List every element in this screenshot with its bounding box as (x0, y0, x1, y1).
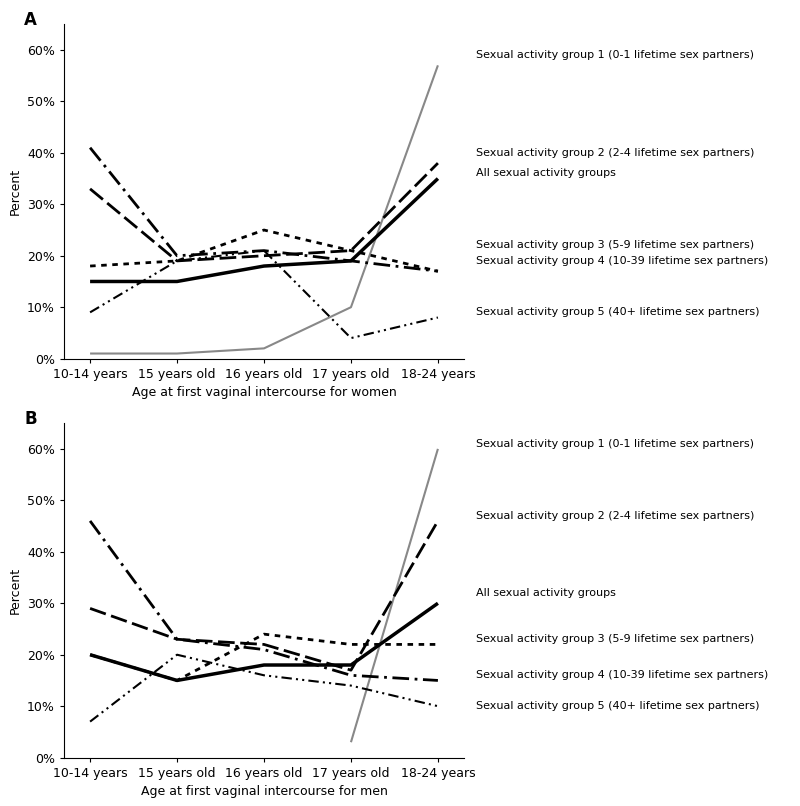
Text: All sexual activity groups: All sexual activity groups (476, 168, 616, 178)
Text: All sexual activity groups: All sexual activity groups (476, 588, 616, 598)
Text: Sexual activity group 1 (0-1 lifetime sex partners): Sexual activity group 1 (0-1 lifetime se… (476, 438, 754, 449)
Text: Sexual activity group 5 (40+ lifetime sex partners): Sexual activity group 5 (40+ lifetime se… (476, 701, 759, 711)
X-axis label: Age at first vaginal intercourse for men: Age at first vaginal intercourse for men (141, 785, 387, 798)
Text: Sexual activity group 3 (5-9 lifetime sex partners): Sexual activity group 3 (5-9 lifetime se… (476, 634, 754, 644)
Text: Sexual activity group 1 (0-1 lifetime sex partners): Sexual activity group 1 (0-1 lifetime se… (476, 50, 754, 60)
Text: A: A (24, 10, 37, 29)
Text: Sexual activity group 3 (5-9 lifetime sex partners): Sexual activity group 3 (5-9 lifetime se… (476, 240, 754, 251)
Text: Sexual activity group 4 (10-39 lifetime sex partners): Sexual activity group 4 (10-39 lifetime … (476, 256, 768, 266)
X-axis label: Age at first vaginal intercourse for women: Age at first vaginal intercourse for wom… (132, 386, 396, 399)
Text: Sexual activity group 2 (2-4 lifetime sex partners): Sexual activity group 2 (2-4 lifetime se… (476, 511, 754, 521)
Text: B: B (24, 409, 37, 428)
Y-axis label: Percent: Percent (9, 567, 22, 614)
Text: Sexual activity group 2 (2-4 lifetime sex partners): Sexual activity group 2 (2-4 lifetime se… (476, 147, 754, 158)
Text: Sexual activity group 4 (10-39 lifetime sex partners): Sexual activity group 4 (10-39 lifetime … (476, 671, 768, 680)
Text: Sexual activity group 5 (40+ lifetime sex partners): Sexual activity group 5 (40+ lifetime se… (476, 307, 759, 318)
Y-axis label: Percent: Percent (9, 168, 22, 215)
